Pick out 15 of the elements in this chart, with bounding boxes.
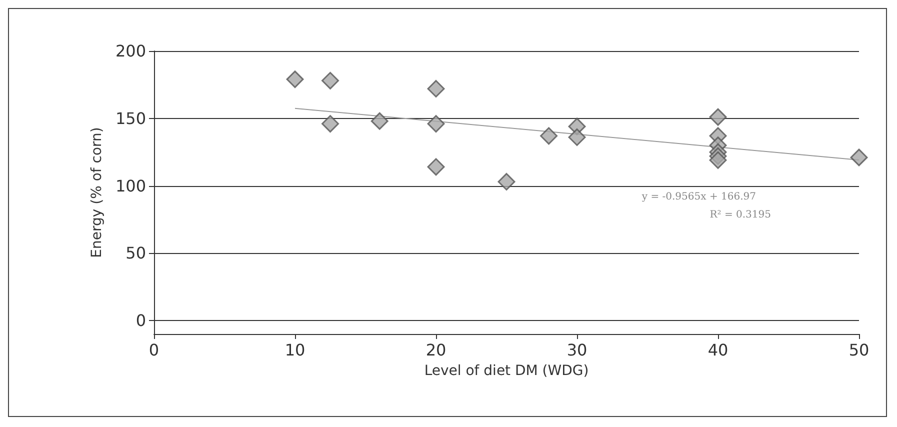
annotation: y = -0.9565x + 166.97 [640,192,756,202]
x-tick-label: 0 [148,340,160,360]
y-axis-title: Energy (% of corn) [89,127,105,258]
y-tick-label: 100 [115,176,146,196]
x-tick-label: 40 [708,340,728,360]
x-tick-label: 10 [284,340,306,360]
x-axis-title: Level of diet DM (WDG) [424,363,589,379]
y-tick-label: 50 [126,244,146,263]
y-tick-label: 150 [115,108,146,128]
x-tick-label: 20 [426,340,446,360]
annotation: R² = 0.3195 [710,210,771,220]
x-tick-label: 30 [566,340,588,360]
x-tick-label: 50 [848,340,870,360]
y-tick-label: 0 [136,311,146,330]
y-tick-label: 200 [115,42,146,60]
